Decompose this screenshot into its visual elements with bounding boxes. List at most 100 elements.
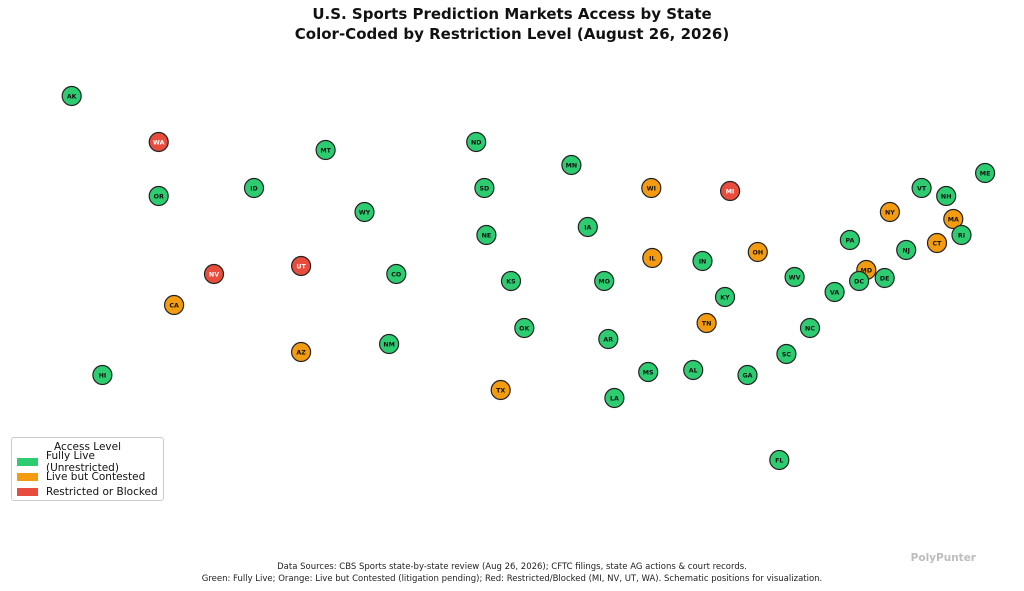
state-label: NE: [482, 232, 492, 239]
state-point: [926, 232, 948, 254]
state-label: WV: [789, 274, 801, 281]
state-marker-wa: WA: [148, 131, 169, 153]
state-label: AL: [689, 367, 698, 374]
state-marker-ms: MS: [638, 361, 659, 383]
state-marker-ar: AR: [598, 328, 619, 350]
state-label: ME: [980, 170, 991, 177]
legend: Access Level Fully Live (Unrestricted) L…: [11, 437, 164, 501]
state-point: [769, 449, 790, 471]
state-point: [911, 177, 932, 199]
state-label: MN: [566, 162, 578, 169]
state-label: TN: [702, 320, 712, 327]
state-label: IA: [584, 224, 591, 231]
state-label: ID: [250, 185, 258, 192]
state-label: UT: [296, 263, 306, 270]
state-label: FL: [775, 457, 783, 464]
state-marker-dc: DC: [848, 270, 870, 292]
state-label: LA: [610, 395, 619, 402]
state-label: WY: [359, 209, 371, 216]
state-marker-ga: GA: [737, 364, 758, 386]
state-label: CO: [391, 271, 402, 278]
state-point: [683, 359, 704, 381]
legend-item-restricted: Restricted or Blocked: [12, 484, 163, 499]
state-point: [379, 333, 400, 355]
legend-title: Access Level: [54, 441, 121, 453]
state-point: [598, 328, 619, 350]
state-point: [164, 294, 185, 316]
legend-swatch-restricted: [17, 487, 38, 496]
state-label: MT: [320, 147, 331, 154]
state-point: [951, 224, 972, 246]
state-marker-oh: OH: [747, 241, 768, 263]
state-label: OK: [519, 325, 530, 332]
state-point: [737, 364, 758, 386]
state-label: AR: [603, 336, 613, 343]
state-marker-nc: NC: [799, 317, 821, 339]
state-point: [874, 267, 895, 289]
state-point: [848, 270, 870, 292]
state-marker-fl: FL: [769, 449, 790, 471]
legend-label-contested: Live but Contested: [46, 470, 146, 483]
state-label: MD: [861, 267, 873, 274]
state-point: [466, 131, 487, 153]
state-marker-ia: IA: [577, 216, 598, 238]
chart-title-line: U.S. Sports Prediction Markets Access by…: [312, 5, 712, 23]
legend-label-live: Fully Live (Unrestricted): [46, 449, 119, 474]
state-marker-ut: UT: [291, 255, 312, 277]
state-label: MO: [598, 278, 610, 285]
state-label: IL: [649, 255, 655, 262]
state-marker-wi: WI: [641, 177, 662, 199]
state-marker-ks: KS: [500, 270, 522, 292]
footer-legend-note: Green: Fully Live; Orange: Live but Cont…: [201, 574, 823, 584]
state-label: IN: [699, 258, 707, 265]
state-label: RI: [958, 232, 965, 239]
state-point: [776, 343, 797, 365]
state-point: [594, 270, 615, 292]
state-label: AK: [67, 93, 78, 100]
state-marker-mo: MO: [594, 270, 615, 292]
state-point: [386, 263, 407, 285]
state-label: GA: [742, 372, 752, 379]
state-point: [148, 131, 169, 153]
state-label: NY: [885, 209, 895, 216]
legend-item-live: Fully Live (Unrestricted): [12, 450, 163, 474]
state-label: VA: [830, 289, 839, 296]
state-point: [243, 177, 265, 199]
state-marker-sc: SC: [776, 343, 797, 365]
state-label: NC: [805, 325, 815, 332]
legend-label-restricted: Restricted or Blocked: [46, 485, 158, 498]
state-label: DC: [854, 278, 864, 285]
state-marker-pa: PA: [839, 229, 861, 251]
state-label: WA: [153, 139, 165, 146]
state-marker-ne: NE: [476, 224, 497, 246]
state-label: NV: [209, 271, 219, 278]
state-label: PA: [845, 237, 854, 244]
state-label: OH: [752, 249, 763, 256]
state-label: MI: [726, 188, 735, 195]
state-marker-nj: NJ: [896, 239, 917, 261]
state-point: [642, 247, 663, 269]
state-marker-hi: HI: [92, 364, 113, 386]
state-marker-ky: KY: [714, 286, 736, 308]
state-label: CT: [933, 240, 943, 247]
state-marker-tn: TN: [696, 312, 717, 334]
state-marker-la: LA: [604, 387, 625, 409]
state-marker-sd: SD: [474, 177, 495, 199]
state-point: [92, 364, 113, 386]
state-marker-ct: CT: [926, 232, 948, 254]
state-label: DE: [880, 275, 890, 282]
state-label: NH: [941, 193, 952, 200]
state-label: SD: [480, 185, 490, 192]
state-label: CA: [169, 302, 179, 309]
state-label: NM: [383, 341, 395, 348]
state-point: [714, 286, 736, 308]
state-marker-al: AL: [683, 359, 704, 381]
state-marker-nv: NV: [203, 263, 225, 285]
state-marker-il: IL: [642, 247, 663, 269]
state-label: NJ: [902, 247, 910, 254]
state-point: [936, 185, 957, 207]
state-marker-wv: WV: [784, 266, 805, 288]
state-label: TX: [496, 387, 505, 394]
state-marker-nm: NM: [379, 333, 400, 355]
